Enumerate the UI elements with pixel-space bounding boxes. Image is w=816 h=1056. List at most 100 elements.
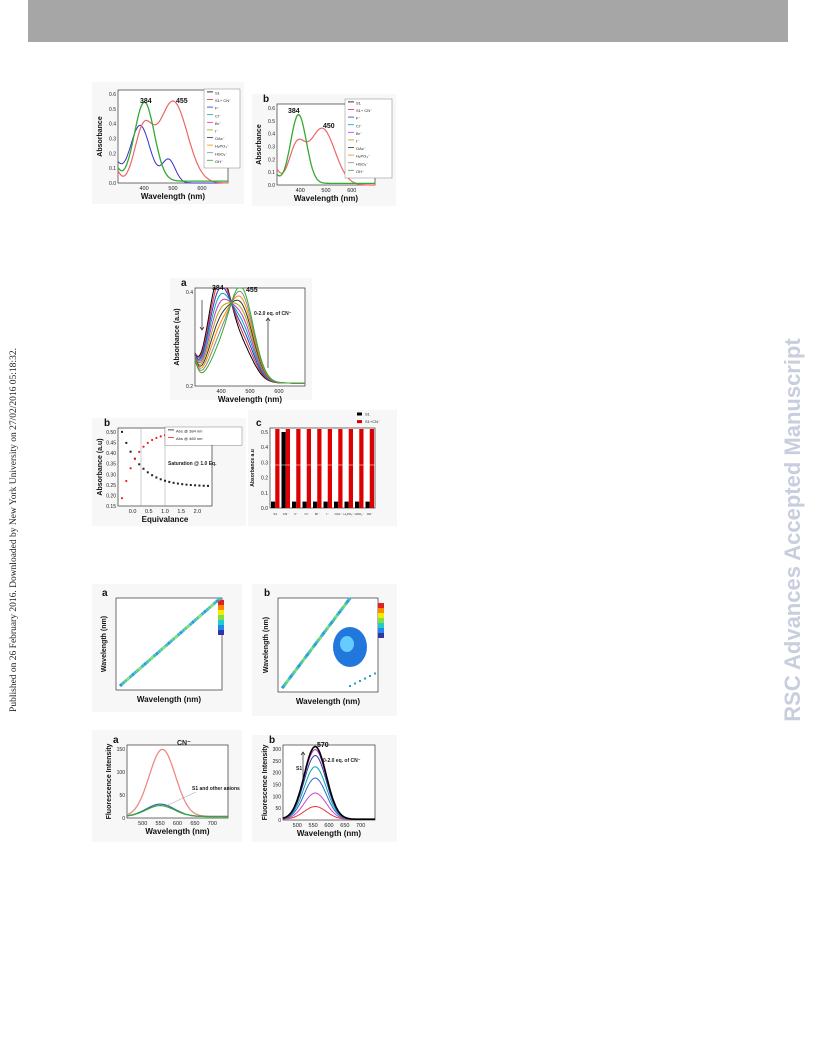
point (207, 605, 212, 610)
point (151, 474, 154, 477)
annotation: S1 (296, 766, 302, 772)
curve (194, 287, 305, 384)
arrow-head (300, 751, 306, 756)
legend-label: HSO₄⁻ (356, 161, 368, 166)
y-tick-label: 0.0 (261, 506, 268, 512)
panel-label: c (256, 418, 262, 429)
header-bar (28, 0, 788, 42)
curve (282, 745, 375, 820)
colorbar (218, 610, 224, 615)
y-tick-label: 0.4 (109, 122, 116, 128)
point (133, 457, 136, 460)
curve (117, 100, 228, 184)
y-axis-label: Wavelength (nm) (263, 617, 270, 673)
point (120, 497, 124, 500)
point (359, 680, 361, 682)
colorbar (378, 613, 384, 618)
y-tick-label: 0.4 (261, 445, 268, 451)
arrow-head (199, 326, 205, 331)
legend-swatch (348, 154, 354, 156)
legend-swatch (348, 139, 354, 141)
y-tick-label: 200 (273, 771, 282, 777)
bar (271, 501, 276, 508)
panel-label: b (104, 418, 110, 429)
legend-label: OH⁻ (215, 159, 223, 164)
legend-swatch (348, 169, 354, 171)
peak-label: 455 (176, 98, 188, 105)
panel-label: a (181, 278, 187, 289)
y-axis-label: Absorbance (a.u) (97, 438, 104, 495)
point (159, 647, 164, 652)
y-tick-label: 0.2 (109, 151, 116, 157)
bar (355, 501, 360, 508)
bar (317, 429, 322, 508)
panel-label: a (113, 735, 119, 746)
point (198, 613, 203, 618)
point (174, 634, 179, 639)
bar (344, 501, 349, 508)
y-tick-label: 0.0 (109, 181, 116, 187)
pointer (165, 791, 197, 807)
legend-swatch (357, 412, 362, 416)
legend-label: H₂PO₄⁻ (356, 154, 370, 159)
point (202, 484, 205, 487)
curve (276, 114, 375, 185)
legend-swatch (168, 429, 174, 431)
peak-label: 455 (246, 287, 258, 294)
x-tick-label: H₂PO₄⁻ (344, 512, 355, 516)
point (198, 484, 201, 487)
y-tick-label: 0.15 (106, 504, 116, 510)
arrow-head (265, 317, 271, 322)
y-tick-label: 300 (273, 747, 282, 753)
x-tick-label: 600 (347, 188, 356, 194)
x-tick-label: OAc⁻ (335, 512, 343, 516)
legend-label: Abs @ 384 nm (176, 429, 203, 434)
colorbar (378, 618, 384, 623)
y-tick-label: 0.5 (109, 107, 116, 113)
legend-swatch (207, 91, 213, 93)
point (129, 450, 132, 453)
point (157, 649, 162, 654)
y-tick-label: 0.45 (106, 441, 116, 447)
point (159, 478, 162, 481)
x-tick-label: OH⁻ (367, 512, 374, 516)
x-tick-label: 1.0 (161, 509, 169, 515)
point (121, 430, 123, 433)
bar (348, 429, 353, 508)
colorbar (218, 605, 224, 610)
legend-box (164, 426, 243, 446)
peak-label: 384 (140, 98, 152, 105)
legend-label: I⁻ (356, 139, 359, 144)
y-axis-label: Wavelength (nm) (101, 616, 108, 672)
x-tick-label: 400 (296, 188, 305, 194)
y-tick-label: 0.0 (268, 183, 275, 189)
point (138, 666, 143, 671)
point (142, 661, 148, 667)
legend-swatch (348, 116, 354, 118)
point (142, 445, 145, 448)
legend-swatch (348, 147, 354, 148)
x-tick-label: 700 (208, 821, 217, 827)
bar (334, 501, 339, 508)
point (164, 643, 169, 648)
y-tick-label: 250 (273, 759, 282, 765)
point (186, 624, 191, 629)
point (176, 632, 181, 637)
y-tick-label: 0.30 (106, 472, 116, 478)
legend-swatch (207, 137, 213, 138)
legend-swatch (348, 101, 354, 103)
bar (275, 429, 280, 508)
legend-label: OAc⁻ (215, 136, 225, 141)
legend-swatch (207, 106, 213, 108)
y-tick-label: 0.20 (106, 493, 116, 499)
x-tick-label: 2.0 (194, 509, 202, 515)
legend-label: S1+ CN⁻ (215, 98, 231, 103)
colorbar (378, 628, 384, 633)
legend-label: Cl⁻ (215, 113, 221, 118)
bar (359, 429, 364, 508)
point (155, 436, 158, 440)
legend-label: F⁻ (215, 106, 220, 111)
x-tick-label: 600 (173, 821, 182, 827)
y-tick-label: 0.3 (268, 145, 275, 151)
y-tick-label: 0.3 (261, 460, 268, 466)
